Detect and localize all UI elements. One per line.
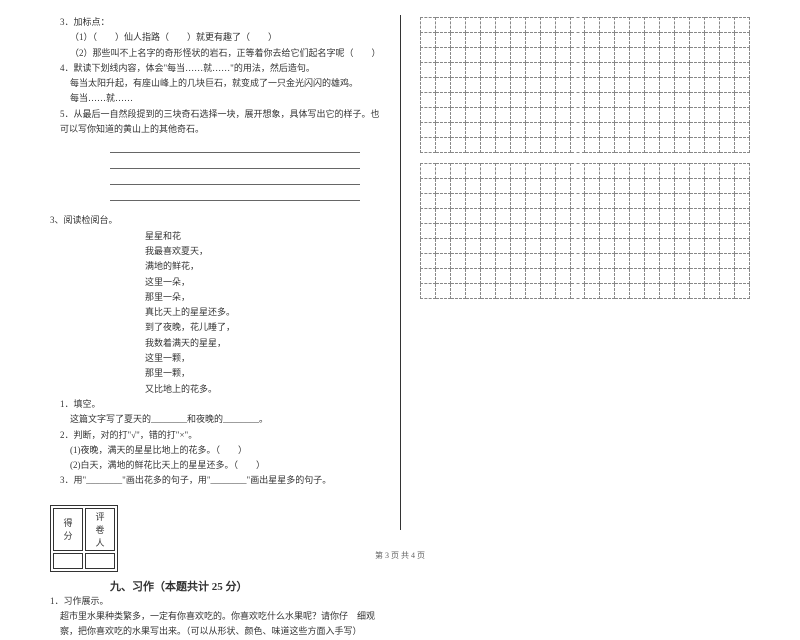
poem-line: 到了夜晚，花儿睡了， <box>50 320 380 335</box>
sub2-1: (1)夜晚，满天的星星比地上的花多。（ ） <box>50 443 380 458</box>
q4-title: 4．默读下划线内容，体会"每当……就……"的用法，然后造句。 <box>50 61 380 76</box>
sub3: 3．用"________"画出花多的句子，用"________"画出星星多的句子… <box>50 473 380 488</box>
q4-line2: 每当……就…… <box>50 91 380 106</box>
poem-title: 星星和花 <box>50 229 380 244</box>
sub1-title: 1．填空。 <box>50 397 380 412</box>
q3-2: （2）那些叫不上名字的奇形怪状的岩石，正等着你去给它们起名字呢（ ） <box>50 46 380 61</box>
grader-label: 评卷人 <box>85 508 115 551</box>
score-table: 得分 评卷人 <box>50 505 118 572</box>
page-footer: 第 3 页 共 4 页 <box>0 550 800 561</box>
answer-line[interactable] <box>110 155 360 169</box>
column-divider <box>400 15 401 530</box>
poem-line: 又比地上的花多。 <box>50 382 380 397</box>
writing-grid-2[interactable] <box>420 163 750 299</box>
q5: 5．从最后一自然段提到的三块奇石选择一块，展开想象，具体写出它的样子。也可以写你… <box>50 107 380 138</box>
section9-title: 九、习作（本题共计 25 分） <box>50 578 380 594</box>
sub1-line: 这篇文字写了夏天的________和夜晚的________。 <box>50 412 380 427</box>
answer-line[interactable] <box>110 171 360 185</box>
poem-line: 那里一颗， <box>50 366 380 381</box>
poem-line: 真比天上的星星还多。 <box>50 305 380 320</box>
poem-line: 我最喜欢夏天， <box>50 244 380 259</box>
answer-line[interactable] <box>110 139 360 153</box>
poem-line: 那里一朵， <box>50 290 380 305</box>
sub2-title: 2．判断，对的打"√"，错的打"×"。 <box>50 428 380 443</box>
section3-title: 3、阅读检阅台。 <box>50 213 380 228</box>
poem-line: 这里一朵， <box>50 275 380 290</box>
q3-1: （1）（ ）仙人指路（ ）就更有趣了（ ） <box>50 30 380 45</box>
answer-line[interactable] <box>110 187 360 201</box>
sub2-2: (2)白天，满地的鲜花比天上的星星还多。（ ） <box>50 458 380 473</box>
essay-title: 1．习作展示。 <box>50 594 380 609</box>
score-label: 得分 <box>53 508 83 551</box>
poem-line: 这里一颗， <box>50 351 380 366</box>
poem-line: 我数着满天的星星， <box>50 336 380 351</box>
poem-line: 满地的鲜花， <box>50 259 380 274</box>
writing-grid-1[interactable] <box>420 17 750 153</box>
q4-line1: 每当太阳升起，有座山峰上的几块巨石，就变成了一只金光闪闪的雄鸡。 <box>50 76 380 91</box>
essay-body: 超市里水果种类繁多，一定有你喜欢吃的。你喜欢吃什么水果呢？请你仔 细观察，把你喜… <box>50 609 380 640</box>
q3-title: 3．加标点： <box>50 15 380 30</box>
